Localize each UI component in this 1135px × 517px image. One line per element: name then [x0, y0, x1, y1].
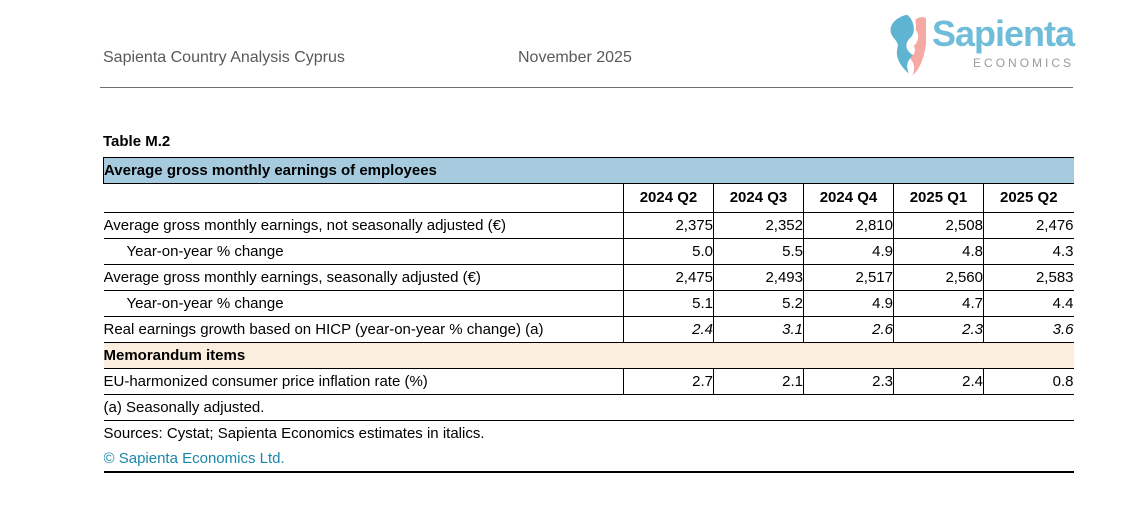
cell-value: 5.1 — [623, 290, 714, 317]
table-row: Year-on-year % change 5.0 5.5 4.9 4.8 4.… — [103, 238, 1074, 265]
cell-value: 2.3 — [893, 316, 984, 343]
table-title-row: Average gross monthly earnings of employ… — [102, 157, 1074, 184]
cell-value: 2,583 — [982, 264, 1074, 291]
earnings-table: Average gross monthly earnings of employ… — [102, 157, 1074, 473]
cell-value: 4.4 — [982, 290, 1074, 317]
table-row: Year-on-year % change 5.1 5.2 4.9 4.7 4.… — [103, 290, 1074, 317]
cell-value: 3.6 — [982, 316, 1074, 343]
cell-value: 2,493 — [713, 264, 804, 291]
copyright-row: © Sapienta Economics Ltd. — [103, 446, 1074, 473]
row-label: Average gross monthly earnings, not seas… — [103, 212, 624, 239]
cell-value: 4.9 — [803, 238, 894, 265]
cell-value: 2,560 — [893, 264, 984, 291]
sources-row: Sources: Cystat; Sapienta Economics esti… — [104, 421, 1074, 447]
column-header: 2025 Q1 — [893, 183, 984, 213]
cell-value: 2,475 — [623, 264, 714, 291]
memorandum-header-row: Memorandum items — [103, 342, 1074, 369]
cell-value: 3.1 — [713, 316, 804, 343]
cell-value: 2.7 — [623, 368, 714, 395]
column-header-row: 2024 Q2 2024 Q3 2024 Q4 2025 Q1 2025 Q2 — [103, 183, 1074, 213]
cell-value: 5.2 — [713, 290, 804, 317]
footnote: (a) Seasonally adjusted. — [103, 394, 1074, 421]
table-row: Average gross monthly earnings, not seas… — [103, 212, 1074, 239]
document-title: Sapienta Country Analysis Cyprus — [103, 49, 345, 66]
cell-value: 2,352 — [713, 212, 804, 239]
cell-value: 2.1 — [713, 368, 804, 395]
cell-value: 2.3 — [803, 368, 894, 395]
row-label: EU-harmonized consumer price inflation r… — [103, 368, 624, 395]
cell-value: 2,375 — [623, 212, 714, 239]
cell-value: 5.0 — [623, 238, 714, 265]
cell-value: 2.4 — [893, 368, 984, 395]
table-row: EU-harmonized consumer price inflation r… — [103, 368, 1074, 395]
column-header: 2025 Q2 — [982, 183, 1074, 213]
row-label: Year-on-year % change — [103, 290, 624, 317]
empty-header-cell — [103, 183, 624, 213]
table-row: Average gross monthly earnings, seasonal… — [103, 264, 1074, 291]
sources-note: Sources: Cystat; Sapienta Economics esti… — [103, 424, 485, 442]
header-divider — [100, 87, 1073, 88]
logo-text: Sapienta ECONOMICS — [932, 13, 1075, 71]
cell-value: 2,517 — [803, 264, 894, 291]
cell-value: 2,508 — [893, 212, 984, 239]
logo-wordmark: Sapienta — [932, 13, 1075, 54]
sapienta-cyprus-mark-icon — [890, 14, 926, 76]
cell-value: 5.5 — [713, 238, 804, 265]
cell-value: 4.9 — [803, 290, 894, 317]
column-header: 2024 Q4 — [803, 183, 894, 213]
cell-value: 2,810 — [803, 212, 894, 239]
row-label: Year-on-year % change — [103, 238, 624, 265]
table-row-estimates: Real earnings growth based on HICP (year… — [103, 316, 1074, 343]
cell-value: 2.6 — [803, 316, 894, 343]
logo-subtitle: ECONOMICS — [973, 56, 1075, 70]
column-header: 2024 Q2 — [623, 183, 714, 213]
cell-value: 2.4 — [623, 316, 714, 343]
sapienta-logo: Sapienta ECONOMICS — [888, 13, 1075, 80]
row-label: Real earnings growth based on HICP (year… — [103, 316, 624, 343]
column-header: 2024 Q3 — [713, 183, 804, 213]
cell-value: 4.7 — [893, 290, 984, 317]
cell-value: 2,476 — [982, 212, 1074, 239]
cell-value: 0.8 — [982, 368, 1074, 395]
table-title: Average gross monthly earnings of employ… — [102, 157, 1074, 184]
copyright-note: © Sapienta Economics Ltd. — [103, 446, 1074, 473]
table-number-label: Table M.2 — [103, 133, 171, 150]
footnote-row: (a) Seasonally adjusted. — [103, 394, 1074, 421]
document-date: November 2025 — [518, 49, 632, 66]
cell-value: 4.3 — [982, 238, 1074, 265]
row-label: Average gross monthly earnings, seasonal… — [103, 264, 624, 291]
cell-value: 4.8 — [893, 238, 984, 265]
memorandum-header: Memorandum items — [103, 342, 1074, 369]
